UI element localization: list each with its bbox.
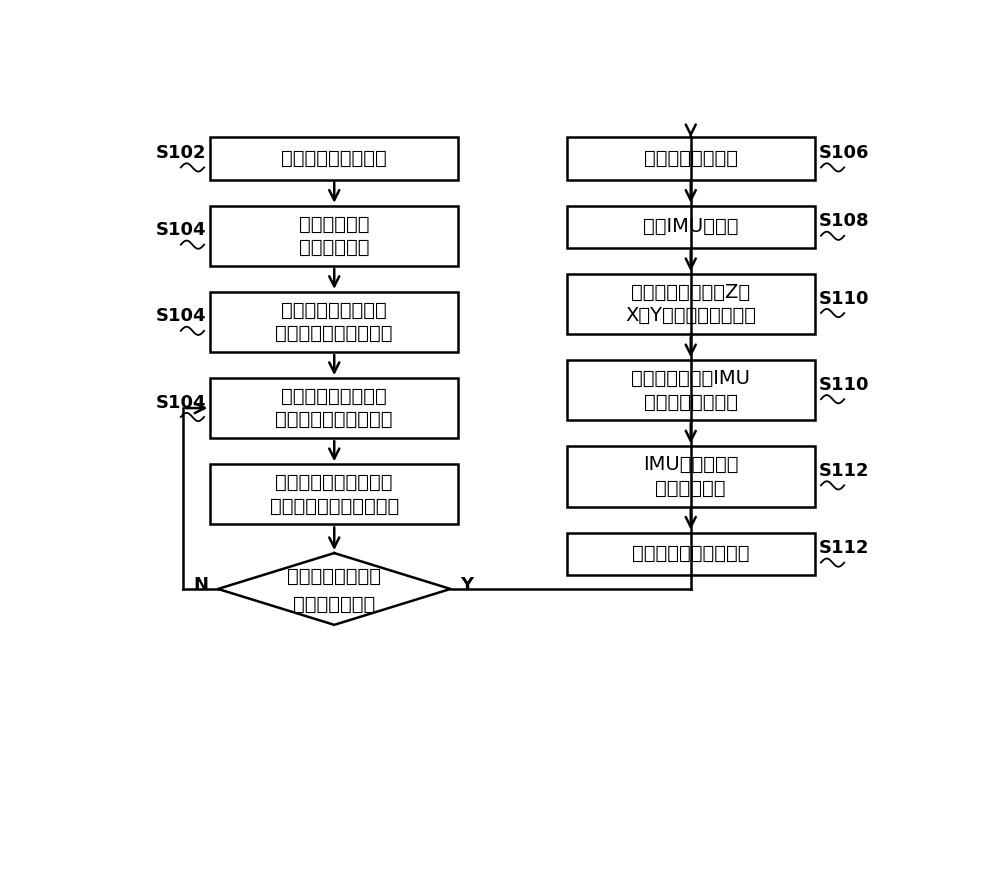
Text: S112: S112 — [819, 462, 869, 480]
Text: 建立IMU坐标系: 建立IMU坐标系 — [643, 218, 738, 236]
Text: IMU坐标系下的
基线矢量表示: IMU坐标系下的 基线矢量表示 — [643, 456, 738, 498]
Bar — [567, 274, 815, 334]
Bar — [210, 378, 458, 438]
Text: S110: S110 — [819, 376, 869, 394]
Text: 计算平移矢量和绕Z、
X、Y轴旋转的转角大小: 计算平移矢量和绕Z、 X、Y轴旋转的转角大小 — [625, 283, 756, 325]
Text: 全站仪坐标系到IMU
坐标系的坐标转换: 全站仪坐标系到IMU 坐标系的坐标转换 — [631, 369, 750, 411]
Text: 设定全站仪的测站与
测量基准的位置与个数: 设定全站仪的测站与 测量基准的位置与个数 — [276, 301, 393, 343]
Text: S104: S104 — [156, 393, 206, 412]
Text: 在单个测站处测量到
各个基准点的相对高差: 在单个测站处测量到 各个基准点的相对高差 — [276, 387, 393, 430]
Text: 在单个测站处对能观测
到的待测点进行精密测量: 在单个测站处对能观测 到的待测点进行精密测量 — [270, 473, 399, 516]
Text: 合理停放飞行器位置: 合理停放飞行器位置 — [281, 149, 387, 168]
Bar — [567, 206, 815, 248]
Bar — [567, 447, 815, 506]
Bar — [210, 206, 458, 266]
Text: S110: S110 — [819, 289, 869, 308]
Bar — [567, 138, 815, 179]
Text: S106: S106 — [819, 144, 869, 162]
Text: S102: S102 — [156, 144, 206, 162]
Text: S104: S104 — [156, 307, 206, 326]
Text: S108: S108 — [819, 212, 869, 230]
Text: 基线矢量长度和基线角: 基线矢量长度和基线角 — [632, 544, 750, 563]
Bar — [567, 533, 815, 575]
Bar — [567, 361, 815, 420]
Text: N: N — [194, 575, 209, 594]
Bar — [210, 464, 458, 524]
Text: S104: S104 — [156, 221, 206, 240]
Bar — [210, 138, 458, 179]
Text: S112: S112 — [819, 539, 869, 558]
Text: 最小二乘平差处理: 最小二乘平差处理 — [644, 149, 738, 168]
Text: Y: Y — [460, 575, 473, 594]
Bar — [210, 292, 458, 352]
Text: 数大于设定个数: 数大于设定个数 — [293, 594, 375, 614]
Text: 完成测量的测站个: 完成测量的测站个 — [287, 567, 381, 586]
Text: 确定全部待测
点的精确位置: 确定全部待测 点的精确位置 — [299, 215, 370, 257]
